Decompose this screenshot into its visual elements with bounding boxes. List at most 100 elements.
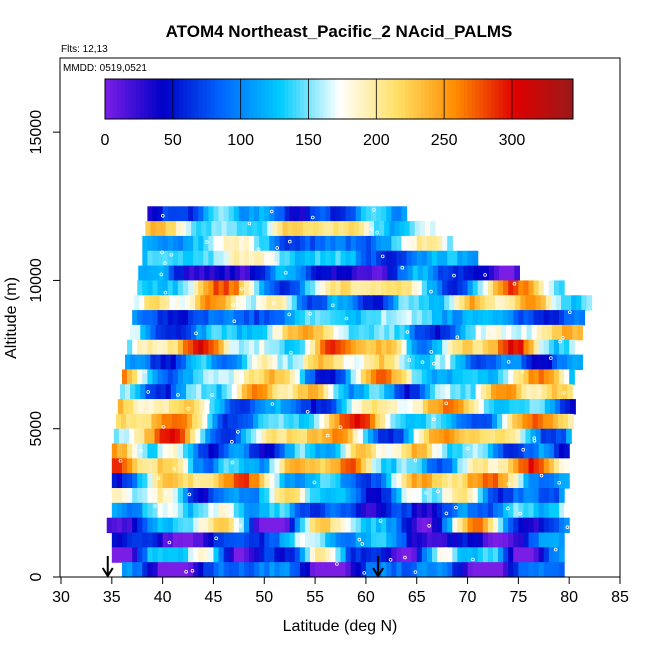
heatmap-cell — [177, 532, 184, 548]
heatmap-cell — [284, 235, 291, 252]
heatmap-cell — [346, 265, 353, 282]
heatmap-cell — [238, 369, 245, 385]
heatmap-cell — [193, 473, 199, 489]
heatmap-cell — [492, 458, 499, 474]
heatmap-cell — [268, 413, 275, 430]
heatmap-cell — [218, 502, 225, 519]
heatmap-cell — [457, 488, 464, 504]
heatmap-cell — [310, 562, 316, 578]
heatmap-cell — [399, 324, 406, 341]
heatmap-cell — [484, 295, 491, 311]
heatmap-cell — [577, 354, 583, 370]
heatmap-cell — [297, 384, 304, 400]
heatmap-cell — [437, 458, 443, 474]
heatmap-cell — [457, 310, 464, 326]
x-tick-label: 60 — [357, 589, 375, 606]
heatmap-cell — [538, 310, 545, 326]
heatmap-cell — [477, 473, 484, 489]
heatmap-cell — [488, 399, 495, 415]
heatmap-cell — [365, 488, 372, 504]
heatmap-cell — [548, 310, 555, 326]
heatmap-cell — [341, 265, 348, 282]
heatmap-cell — [138, 265, 144, 282]
heatmap-cell — [307, 221, 314, 237]
heatmap-cell — [177, 339, 184, 356]
heatmap-cell — [193, 369, 199, 385]
sample-point — [431, 361, 436, 366]
heatmap-cell — [267, 324, 273, 341]
heatmap-cell — [396, 310, 403, 326]
heatmap-cell — [274, 280, 281, 296]
heatmap-cell — [551, 324, 558, 341]
heatmap-cell — [406, 310, 413, 326]
heatmap-cell — [437, 502, 443, 519]
heatmap-cell — [420, 413, 427, 430]
sample-point — [407, 358, 412, 362]
heatmap-cell — [269, 488, 276, 504]
heatmap-cell — [437, 310, 443, 326]
heatmap-cell — [166, 413, 173, 430]
heatmap-cell — [345, 532, 352, 548]
heatmap-cell — [296, 295, 303, 311]
heatmap-cell — [423, 295, 430, 311]
heatmap-cell — [548, 369, 555, 385]
heatmap-cell — [567, 384, 573, 400]
heatmap-cell — [398, 295, 405, 311]
heatmap-cell — [165, 221, 172, 237]
heatmap-cell — [436, 413, 442, 430]
heatmap-cell — [299, 547, 306, 563]
colorbar-segment — [514, 79, 519, 119]
heatmap-cell — [254, 235, 260, 252]
heatmap-cell — [326, 265, 332, 282]
colorbar-segment — [381, 79, 387, 119]
colorbar-segment — [537, 79, 543, 119]
heatmap-cell — [396, 443, 403, 459]
heatmap-cell — [188, 473, 194, 489]
heatmap-cell — [274, 310, 281, 326]
heatmap-cell — [340, 517, 347, 534]
heatmap-cell — [264, 310, 270, 326]
heatmap-cell — [233, 458, 240, 474]
heatmap-cell — [564, 473, 570, 489]
heatmap-cell — [548, 532, 555, 548]
heatmap-cell — [243, 443, 250, 459]
heatmap-cell — [111, 532, 118, 548]
y-tick-label: 10000 — [28, 258, 45, 303]
down-arrow-icon — [101, 556, 114, 578]
heatmap-cell — [336, 265, 343, 282]
heatmap-cell — [289, 547, 296, 563]
heatmap-cell — [360, 250, 367, 267]
heatmap-cell — [401, 458, 408, 474]
heatmap-cell — [325, 443, 331, 459]
heatmap-cell — [123, 399, 129, 415]
heatmap-cell — [335, 458, 342, 474]
heatmap-cell — [287, 221, 294, 237]
heatmap-cell — [238, 443, 245, 459]
heatmap-cell — [259, 502, 265, 519]
heatmap-cell — [259, 517, 265, 534]
heatmap-cell — [543, 339, 550, 356]
heatmap-cell — [142, 235, 148, 252]
heatmap-cell — [487, 488, 494, 504]
heatmap-cell — [233, 532, 240, 548]
colorbar-segment — [432, 79, 437, 119]
heatmap-cell — [137, 339, 143, 356]
heatmap-cell — [155, 354, 162, 370]
heatmap-cell — [397, 265, 404, 282]
heatmap-cell — [358, 324, 365, 341]
heatmap-cell — [259, 250, 265, 267]
heatmap-cell — [121, 517, 128, 534]
heatmap-cell — [357, 295, 364, 311]
colorbar-segment — [541, 79, 547, 119]
heatmap-cell — [182, 250, 189, 267]
heatmap-cell — [162, 339, 169, 356]
sample-point — [424, 490, 429, 495]
heatmap-cell — [394, 384, 401, 400]
heatmap-cell — [498, 339, 504, 356]
heatmap-cell — [249, 488, 255, 504]
heatmap-cell — [443, 265, 449, 282]
heatmap-cell — [188, 250, 194, 267]
heatmap-cell — [432, 399, 439, 415]
heatmap-cell — [521, 324, 528, 341]
heatmap-cell — [426, 443, 433, 459]
